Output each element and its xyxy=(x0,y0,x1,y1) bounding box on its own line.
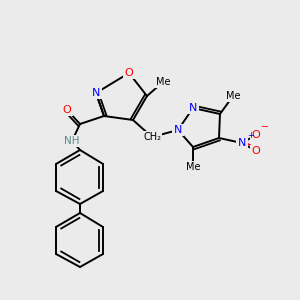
Text: N: N xyxy=(189,103,197,113)
Text: CH₂: CH₂ xyxy=(143,132,161,142)
Text: Me: Me xyxy=(186,162,200,172)
Text: O: O xyxy=(252,146,260,156)
Text: −: − xyxy=(261,122,269,132)
Text: N: N xyxy=(174,125,182,135)
Text: O: O xyxy=(252,130,260,140)
Text: N: N xyxy=(92,88,100,98)
Text: +: + xyxy=(247,131,254,140)
Text: Me: Me xyxy=(156,77,170,87)
Text: N: N xyxy=(238,138,246,148)
Text: O: O xyxy=(124,68,134,78)
Text: Me: Me xyxy=(226,91,240,101)
Text: O: O xyxy=(63,105,71,115)
Text: NH: NH xyxy=(64,136,80,146)
